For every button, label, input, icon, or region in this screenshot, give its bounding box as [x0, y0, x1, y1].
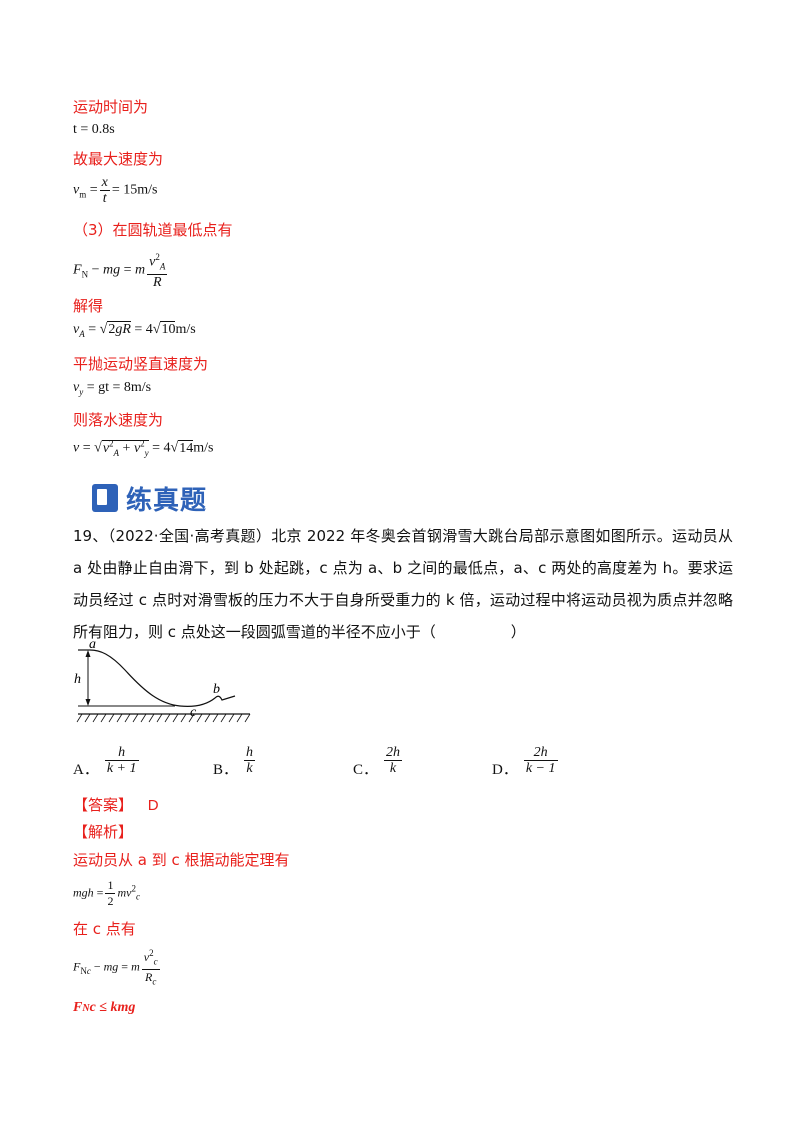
answer-value: D	[147, 797, 159, 814]
analysis-label: 【解析】	[73, 823, 134, 841]
label-h: h	[74, 672, 81, 687]
question-text: 19、（2022·全国·高考真题）北京 2022 年冬奥会首钢滑雪大跳台局部示意…	[73, 527, 733, 641]
inequality: FNc ≤ kmg	[73, 1000, 136, 1015]
energy-equation: mgh = 1 2 mv2c	[73, 878, 140, 908]
section-title: 练真题	[126, 485, 208, 516]
label-a: a	[89, 640, 96, 652]
normal-force-equation: FN − mg = m v2A R	[73, 252, 168, 291]
label-b: b	[213, 682, 220, 697]
vy-equation: vy = gt = 8m/s	[73, 380, 152, 397]
book-icon	[92, 484, 118, 512]
c-point-equation: FNc − mg = m v2c Rc	[73, 948, 160, 987]
time-label: 运动时间为	[73, 98, 149, 116]
section-heading: 练真题	[92, 480, 207, 516]
part3-label: （3）在圆轨道最低点有	[73, 221, 233, 239]
option-d[interactable]: D． 2h k − 1	[492, 745, 558, 778]
max-speed-label: 故最大速度为	[73, 150, 164, 168]
ski-slope-figure: a h b c	[74, 640, 251, 723]
label-c: c	[190, 705, 197, 720]
landing-speed-label: 则落水速度为	[73, 411, 164, 429]
option-c[interactable]: C． 2h k	[353, 745, 403, 778]
time-equation: t = 0.8s	[73, 122, 115, 137]
vertical-speed-label: 平抛运动竖直速度为	[73, 355, 209, 373]
solve-label: 解得	[73, 297, 104, 315]
va-equation: vA = √2gR = 4√10m/s	[73, 321, 196, 339]
analysis-line1: 运动员从 a 到 c 根据动能定理有	[73, 851, 290, 869]
answer-label: 【答案】	[73, 796, 134, 814]
max-speed-equation: vm = x t = 15m/s	[73, 175, 158, 206]
analysis-line2: 在 c 点有	[73, 920, 136, 938]
answer-line: 【答案】 D	[73, 794, 159, 815]
landing-speed-equation: v = √v2A + v2y = 4√14m/s	[73, 438, 214, 458]
